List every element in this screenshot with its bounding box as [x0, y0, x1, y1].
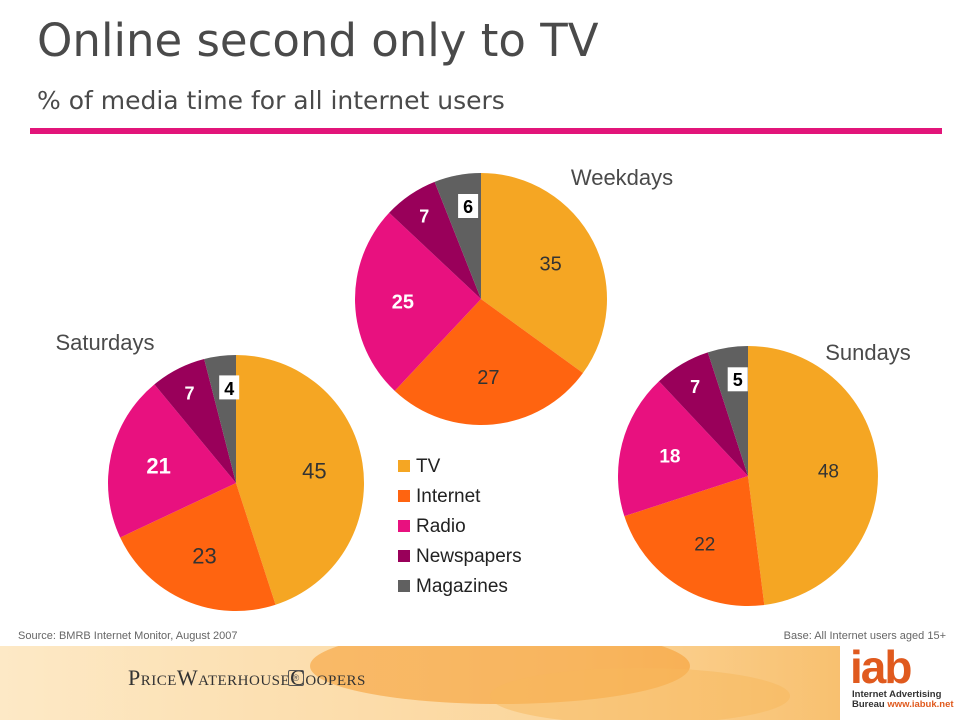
- pie-group: 35 27 25 7 6 Weekdays 45 23 21 7 4 Saturdays 48 22 18 7…: [55, 165, 911, 612]
- legend-label: Magazines: [416, 576, 508, 597]
- slice-newspapers: [389, 181, 481, 299]
- slice-tv: [481, 173, 608, 374]
- pie-sundays: 48 22 18 7 5 Sundays: [617, 340, 911, 606]
- slice-internet: [120, 483, 276, 612]
- footer-band: [0, 646, 960, 720]
- page-subtitle: % of media time for all internet users: [37, 86, 505, 115]
- data-label-newspapers: 7: [184, 384, 194, 404]
- slice-newspapers: [659, 352, 748, 476]
- iab-logo: iab: [850, 641, 912, 693]
- data-label-radio: 25: [392, 292, 414, 314]
- pwc-logo-mark: ®: [288, 670, 304, 686]
- legend-label: Newspapers: [416, 546, 522, 567]
- chart-legend: TV Internet Radio Newspapers Magazines: [398, 456, 522, 597]
- pie-title: Weekdays: [571, 165, 673, 190]
- legend-swatch: [398, 490, 410, 502]
- slice-radio: [355, 212, 481, 391]
- page-title: Online second only to TV: [37, 14, 599, 67]
- title-divider: [30, 128, 942, 134]
- source-note: Source: BMRB Internet Monitor, August 20…: [18, 630, 238, 642]
- data-label-radio: 18: [659, 447, 680, 468]
- label-backdrop: [727, 367, 748, 392]
- slice-newspapers: [154, 359, 236, 483]
- iab-line2: Bureau: [852, 699, 885, 710]
- pie-weekdays: 35 27 25 7 6 Weekdays: [355, 165, 673, 426]
- legend-label: Internet: [416, 486, 481, 507]
- pie-charts: 35 27 25 7 6 Weekdays 45 23 21 7 4 Saturdays 48 22 18 7…: [55, 165, 911, 612]
- legend-label: Radio: [416, 516, 466, 537]
- label-backdrop: [458, 194, 479, 218]
- legend-swatch: [398, 460, 410, 472]
- legend-swatch: [398, 520, 410, 532]
- legend-swatch: [398, 550, 410, 562]
- data-label-internet: 27: [477, 367, 499, 389]
- legend-swatch: [398, 580, 410, 592]
- data-label-magazines: 4: [224, 379, 234, 399]
- slice-radio: [617, 381, 748, 517]
- iab-tagline: Internet Advertising Bureau www.iabuk.ne…: [852, 690, 954, 710]
- pie-title: Saturdays: [55, 330, 154, 355]
- data-label-radio: 21: [146, 453, 170, 478]
- data-label-tv: 35: [539, 254, 561, 276]
- data-label-tv: 45: [302, 458, 326, 483]
- slice-tv: [748, 346, 878, 605]
- data-label-newspapers: 7: [690, 377, 700, 397]
- data-label-magazines: 6: [463, 197, 473, 217]
- data-label-tv: 48: [818, 462, 839, 483]
- slice-tv: [236, 355, 365, 605]
- pie-saturdays: 45 23 21 7 4 Saturdays: [55, 330, 365, 612]
- slice-radio: [107, 384, 237, 538]
- data-label-newspapers: 7: [419, 207, 429, 227]
- base-note: Base: All Internet users aged 15+: [783, 630, 946, 642]
- slice-internet: [394, 299, 583, 426]
- legend-label: TV: [416, 456, 441, 477]
- slice-internet: [624, 476, 765, 606]
- label-backdrop: [219, 375, 240, 400]
- data-label-magazines: 5: [733, 370, 743, 390]
- iab-url: www.iabuk.net: [887, 699, 954, 710]
- pie-title: Sundays: [825, 340, 911, 365]
- data-label-internet: 23: [192, 544, 216, 569]
- data-label-internet: 22: [694, 535, 715, 556]
- pwc-logo: PriceWaterhouseCoopers: [128, 665, 366, 690]
- iab-line1: Internet Advertising: [852, 689, 942, 700]
